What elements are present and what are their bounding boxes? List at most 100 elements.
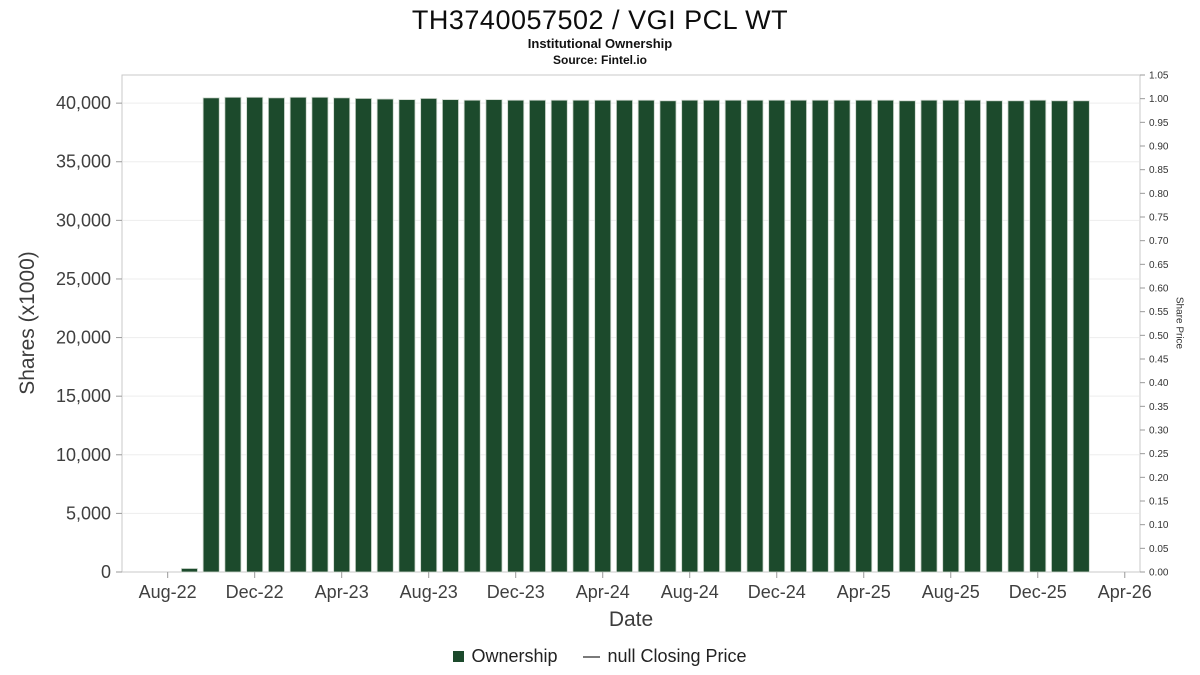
svg-text:0.65: 0.65: [1149, 260, 1169, 271]
svg-text:0.80: 0.80: [1149, 189, 1169, 200]
svg-text:0.90: 0.90: [1149, 142, 1169, 153]
svg-text:10,000: 10,000: [56, 445, 111, 465]
ownership-bar: [572, 99, 590, 573]
ownership-bar: [224, 96, 242, 573]
ownership-bar: [376, 98, 394, 573]
ownership-bar: [1051, 100, 1068, 573]
svg-text:0.70: 0.70: [1149, 236, 1169, 247]
ownership-bar: [703, 99, 720, 573]
ownership-bar: [746, 99, 764, 573]
legend-label-closing-price: null Closing Price: [607, 646, 747, 666]
svg-text:5,000: 5,000: [66, 503, 111, 523]
ownership-bar: [920, 99, 938, 573]
svg-text:30,000: 30,000: [56, 210, 111, 230]
svg-text:0.00: 0.00: [1149, 568, 1169, 579]
svg-text:40,000: 40,000: [56, 93, 111, 113]
y-axis-label-right: Share Price: [1173, 296, 1185, 350]
svg-text:Aug-25: Aug-25: [922, 582, 980, 602]
chart-subtitle: Institutional Ownership: [527, 36, 673, 51]
svg-text:Apr-25: Apr-25: [837, 582, 891, 602]
ownership-bar: [768, 99, 786, 573]
ownership-bar: [1029, 99, 1047, 573]
ownership-bar: [246, 96, 264, 573]
svg-text:Apr-24: Apr-24: [576, 582, 630, 602]
chart-title: TH3740057502 / VGI PCL WT: [411, 5, 789, 35]
ownership-bar: [616, 99, 633, 573]
legend-item-closing-price[interactable]: null Closing Price: [583, 646, 747, 667]
svg-text:Aug-22: Aug-22: [139, 582, 197, 602]
ownership-bar: [398, 99, 416, 573]
svg-text:0.05: 0.05: [1149, 544, 1169, 555]
axes: 0 5,000 10,000 15,000 20,000 25,000 30,000 35,0…: [56, 71, 1169, 603]
legend-item-ownership[interactable]: Ownership: [453, 646, 557, 667]
svg-text:1.00: 1.00: [1149, 94, 1169, 105]
svg-text:1.05: 1.05: [1149, 71, 1169, 82]
chart-legend: Ownership null Closing Price: [0, 646, 1200, 667]
svg-text:0.10: 0.10: [1149, 520, 1169, 531]
svg-text:0.40: 0.40: [1149, 378, 1169, 389]
svg-text:35,000: 35,000: [56, 152, 111, 172]
closing-price-line-icon: [583, 655, 601, 658]
ownership-bar: [463, 99, 481, 573]
ownership-bar: [311, 96, 329, 573]
svg-text:20,000: 20,000: [56, 328, 111, 348]
svg-text:25,000: 25,000: [56, 269, 111, 289]
svg-text:0.45: 0.45: [1149, 355, 1169, 366]
svg-text:Dec-22: Dec-22: [226, 582, 284, 602]
ownership-bars: [180, 96, 1090, 573]
svg-text:0.85: 0.85: [1149, 165, 1169, 176]
ownership-bar: [659, 100, 677, 573]
svg-text:0.50: 0.50: [1149, 331, 1169, 342]
ownership-bar: [594, 99, 612, 573]
ownership-bar: [420, 98, 438, 573]
ownership-bar: [1007, 100, 1025, 573]
ownership-bar: [333, 97, 351, 573]
ownership-bar: [898, 100, 916, 573]
x-axis-label: Date: [608, 608, 654, 631]
ownership-bar: [355, 98, 372, 573]
ownership-bar: [202, 97, 220, 573]
ownership-bar: [942, 99, 960, 573]
ownership-bar: [985, 100, 1003, 573]
ownership-bar: [855, 99, 873, 573]
ownership-bar: [681, 99, 699, 573]
ownership-bar: [811, 99, 829, 573]
svg-text:15,000: 15,000: [56, 386, 111, 406]
y-axis-label-left: Shares (x1000): [16, 251, 39, 395]
ownership-bar: [637, 99, 655, 573]
legend-label-ownership: Ownership: [471, 646, 558, 666]
ownership-bar: [289, 96, 307, 573]
svg-text:0.35: 0.35: [1149, 402, 1169, 413]
svg-text:Apr-26: Apr-26: [1098, 582, 1152, 602]
ownership-bar: [833, 99, 851, 573]
ownership-square-icon: [453, 651, 465, 662]
svg-text:Apr-23: Apr-23: [315, 582, 369, 602]
svg-text:0.95: 0.95: [1149, 118, 1169, 129]
svg-text:0: 0: [101, 562, 111, 582]
ownership-bar: [877, 99, 894, 573]
ownership-bar: [507, 99, 525, 573]
svg-text:0.30: 0.30: [1149, 426, 1169, 437]
svg-text:0.15: 0.15: [1149, 497, 1169, 508]
svg-text:Dec-24: Dec-24: [748, 582, 806, 602]
ownership-bar: [442, 99, 459, 573]
ownership-bar: [529, 99, 546, 573]
ownership-bar: [1072, 100, 1090, 573]
svg-text:Dec-25: Dec-25: [1009, 582, 1067, 602]
svg-text:0.60: 0.60: [1149, 284, 1169, 295]
svg-text:Aug-24: Aug-24: [661, 582, 719, 602]
ownership-bar: [964, 99, 981, 573]
svg-text:Aug-23: Aug-23: [400, 582, 458, 602]
svg-text:0.20: 0.20: [1149, 473, 1169, 484]
ownership-bar: [724, 99, 742, 573]
svg-text:0.75: 0.75: [1149, 213, 1169, 224]
ownership-bar: [180, 568, 198, 573]
svg-text:0.25: 0.25: [1149, 449, 1169, 460]
svg-text:0.55: 0.55: [1149, 307, 1169, 318]
ownership-bar: [790, 99, 807, 573]
ownership-bar: [267, 97, 285, 573]
chart-source: Source: Fintel.io: [552, 53, 647, 67]
